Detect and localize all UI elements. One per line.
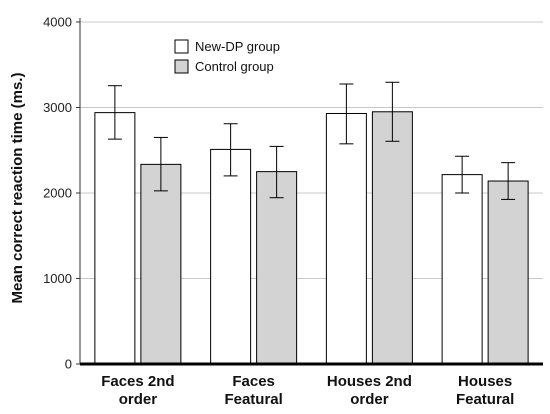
y-tick-labels: 0 1000 2000 3000 4000 — [43, 15, 72, 372]
y-tick-label-1000: 1000 — [43, 271, 72, 286]
x-category-label-0: Faces 2nd order — [101, 373, 174, 408]
bar-newdp-2 — [325, 112, 367, 365]
bar-control-3 — [487, 180, 529, 365]
y-axis-label: Mean correct reaction time (ms.) — [9, 73, 26, 304]
legend-label-1: Control group — [195, 59, 274, 74]
error-bars — [107, 81, 516, 200]
bars — [94, 111, 529, 365]
x-category-label-line: order — [350, 391, 389, 408]
x-category-label-line: Faces — [232, 373, 275, 390]
x-category-label-2: Houses 2nd order — [327, 373, 412, 408]
bar-control-1 — [256, 171, 298, 365]
legend-swatch-1 — [174, 59, 189, 74]
bar-newdp-1 — [210, 148, 252, 365]
y-tick-label-2000: 2000 — [43, 186, 72, 201]
x-category-label-line: Houses — [458, 373, 512, 390]
x-category-label-line: Faces 2nd — [101, 373, 174, 390]
y-tick-label-0: 0 — [65, 357, 72, 372]
axes — [76, 18, 543, 366]
x-category-label-line: Houses 2nd — [327, 373, 412, 390]
x-category-label-line: order — [119, 391, 158, 408]
x-category-label-line: Featural — [456, 391, 514, 408]
bar-control-0 — [140, 163, 182, 365]
bar-control-2 — [371, 111, 413, 365]
y-tick-label-4000: 4000 — [43, 15, 72, 30]
y-tick-label-3000: 3000 — [43, 100, 72, 115]
legend-swatch-0 — [174, 39, 189, 54]
legend: New-DP group Control group — [174, 39, 280, 74]
bar-newdp-3 — [441, 174, 483, 365]
bar-newdp-0 — [94, 112, 136, 365]
x-category-label-line: Featural — [224, 391, 282, 408]
legend-label-0: New-DP group — [195, 39, 280, 54]
x-category-label-3: Houses Featural — [456, 373, 514, 408]
x-category-label-1: Faces Featural — [224, 373, 282, 408]
